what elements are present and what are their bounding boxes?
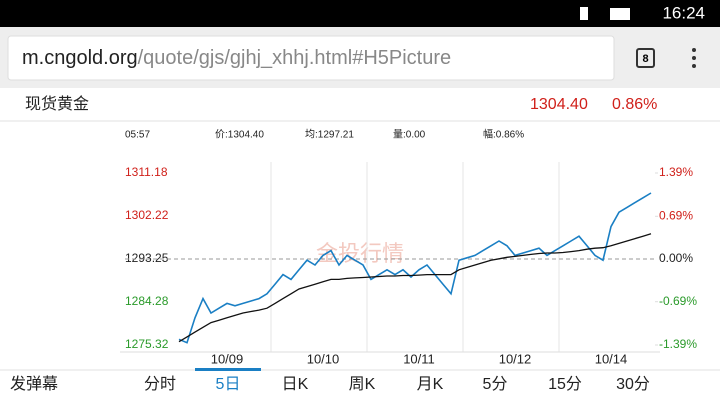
- tab[interactable]: 月K: [417, 376, 444, 393]
- tab[interactable]: 5日: [216, 376, 241, 393]
- instrument-name: 现货黄金: [25, 95, 89, 113]
- y-tick-label: 1275.32: [125, 337, 169, 351]
- y2-tick-label: 0.69%: [659, 208, 693, 222]
- battery-icon: [610, 8, 630, 20]
- menu-button[interactable]: [692, 48, 696, 68]
- tab[interactable]: 30分: [616, 375, 650, 393]
- tab-indicator: [195, 368, 261, 371]
- series-line: [178, 192, 652, 344]
- x-tick-label: 10/11: [403, 351, 435, 366]
- tab[interactable]: 日K: [282, 376, 309, 393]
- x-tick-label: 10/12: [499, 351, 532, 366]
- url: m.cngold.org/quote/gjs/gjhj_xhhj.html#H5…: [22, 47, 451, 69]
- y2-tick-label: 1.39%: [659, 165, 693, 179]
- x-tick-label: 10/10: [307, 351, 340, 366]
- watermark: 金投行情: [316, 241, 404, 266]
- y2-tick-label: 0.00%: [659, 251, 693, 265]
- url-host: m.cngold.org: [22, 47, 138, 69]
- info-item: 均:1297.21: [305, 129, 354, 141]
- tab[interactable]: 5分: [483, 375, 508, 393]
- x-tick-label: 10/14: [595, 351, 628, 366]
- series-line: [178, 233, 652, 343]
- y-tick-label: 1284.28: [125, 294, 169, 308]
- info-item: 05:57: [125, 130, 150, 141]
- price: 1304.40: [530, 96, 588, 113]
- y-tick-label: 1302.22: [125, 208, 169, 222]
- info-item: 幅:0.86%: [483, 128, 524, 141]
- tab-count: 8: [642, 53, 648, 65]
- danmu-button[interactable]: 发弹幕: [10, 375, 58, 393]
- tab[interactable]: 分时: [144, 375, 176, 393]
- tab[interactable]: 15分: [548, 375, 582, 393]
- tab[interactable]: 周K: [349, 376, 376, 393]
- url-field[interactable]: [7, 35, 615, 81]
- y2-tick-label: -1.39%: [659, 337, 697, 351]
- status-bar: [0, 0, 720, 27]
- x-tick-label: 10/09: [211, 351, 244, 366]
- change: 0.86%: [612, 96, 657, 113]
- signal-icon: [580, 7, 588, 20]
- y-tick-label: 1293.25: [125, 251, 169, 265]
- tab-switcher[interactable]: [636, 48, 655, 68]
- y-tick-label: 1311.18: [125, 165, 168, 179]
- url-path: /quote/gjs/gjhj_xhhj.html#H5Picture: [138, 47, 452, 69]
- status-time: 16:24: [662, 3, 705, 22]
- y2-tick-label: -0.69%: [659, 294, 697, 308]
- info-item: 价:1304.40: [215, 129, 264, 141]
- info-item: 量:0.00: [393, 129, 426, 141]
